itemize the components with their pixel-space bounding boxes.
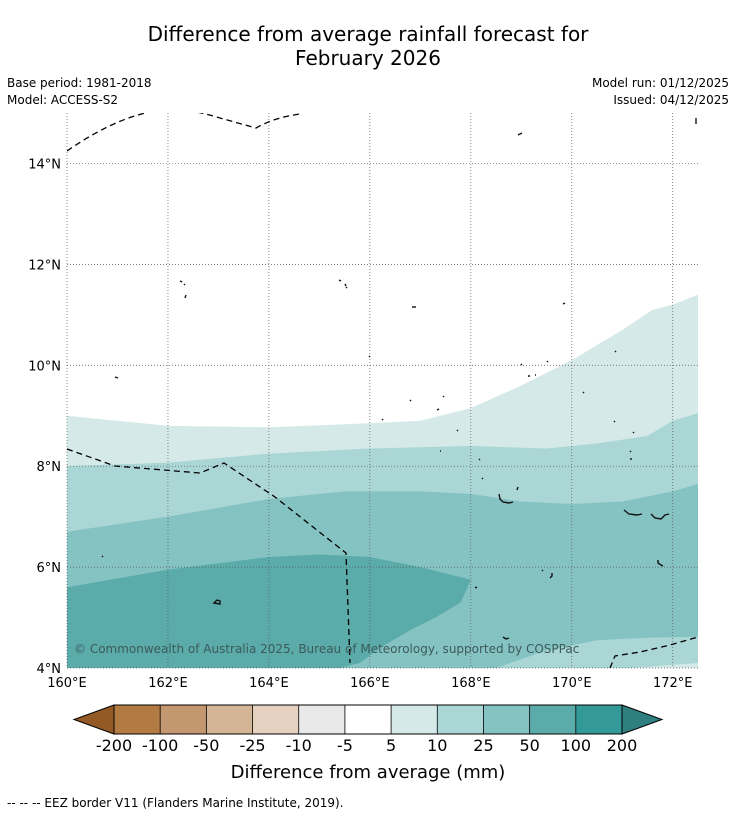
latitude-label: 6°N <box>37 561 62 576</box>
colorbar-arrow-high <box>621 704 664 735</box>
colorbar-segment <box>252 705 299 734</box>
base-period: Base period: 1981-2018 <box>7 76 152 90</box>
longitude-label: 170°E <box>552 676 592 691</box>
colorbar-segment <box>575 705 622 734</box>
rainfall-contours <box>67 294 698 668</box>
island-marker <box>179 280 187 299</box>
island-marker <box>381 395 459 452</box>
island-marker <box>478 458 519 491</box>
contour-band <box>632 662 698 668</box>
longitude-labels: 160°E 162°E 164°E 166°E 168°E 170°E 172°E <box>47 676 692 691</box>
issued-date: Issued: 04/12/2025 <box>613 93 729 107</box>
colorbar-tick-label: 25 <box>473 736 493 755</box>
island-marker <box>212 599 221 605</box>
colorbar-segment <box>206 705 253 734</box>
island-marker <box>582 350 635 460</box>
colorbar-segment <box>529 705 576 734</box>
model-run: Model run: 01/12/2025 <box>591 76 729 90</box>
title-line-2: February 2026 <box>295 46 441 70</box>
latitude-label: 10°N <box>28 359 61 374</box>
island-marker <box>520 360 549 377</box>
colorbar-title: Difference from average (mm) <box>231 762 506 783</box>
latitude-label: 14°N <box>28 157 61 172</box>
longitude-label: 172°E <box>653 676 693 691</box>
graticule <box>66 113 698 669</box>
latitude-label: 4°N <box>37 662 62 677</box>
island-marker <box>541 569 553 579</box>
island-marker <box>650 513 670 520</box>
eez-border-north-west <box>67 113 301 152</box>
colorbar-tick-label: -50 <box>193 736 219 755</box>
colorbar-segment <box>344 705 392 734</box>
island-marker <box>502 636 510 640</box>
longitude-label: 168°E <box>451 676 491 691</box>
colorbar-arrow-low <box>72 704 115 735</box>
colorbar <box>72 704 664 735</box>
colorbar-tick-label: 50 <box>519 736 539 755</box>
colorbar-tick-label: 10 <box>427 736 447 755</box>
longitude-label: 164°E <box>249 676 289 691</box>
colorbar-tick-label: -5 <box>337 736 353 755</box>
island-marker <box>474 586 478 589</box>
longitude-label: 166°E <box>350 676 390 691</box>
map-title: Difference from average rainfall forecas… <box>0 22 736 70</box>
longitude-label: 160°E <box>47 676 87 691</box>
longitude-label: 162°E <box>148 676 188 691</box>
copyright-notice: © Commonwealth of Australia 2025, Bureau… <box>74 642 579 656</box>
island-marker <box>517 132 523 136</box>
colorbar-segment <box>114 705 161 734</box>
islands <box>101 132 670 640</box>
latitude-label: 8°N <box>37 460 62 475</box>
eez-legend: -- -- -- EEZ border V11 (Flanders Marine… <box>7 796 344 810</box>
island-marker <box>498 493 514 504</box>
latitude-labels: 4°N 6°N 8°N 10°N 12°N 14°N <box>28 157 61 677</box>
island-marker <box>338 279 348 289</box>
colorbar-segment <box>391 705 438 734</box>
model-name: Model: ACCESS-S2 <box>7 93 119 107</box>
colorbar-tick-label: -10 <box>286 736 312 755</box>
colorbar-tick-label: 5 <box>386 736 396 755</box>
colorbar-segment <box>298 705 345 734</box>
colorbar-segment <box>437 705 484 734</box>
meta-left: Base period: 1981-2018 Model: ACCESS-S2 <box>7 75 152 109</box>
eez-borders <box>67 113 698 668</box>
colorbar-tick-label: -200 <box>96 736 132 755</box>
island-marker <box>114 376 119 379</box>
colorbar-frame <box>113 704 623 735</box>
colorbar-segment <box>160 705 207 734</box>
island-marker <box>101 555 104 558</box>
title-line-1: Difference from average rainfall forecas… <box>147 22 589 46</box>
island-marker <box>657 560 664 567</box>
island-marker <box>368 355 371 358</box>
latitude-label: 12°N <box>28 258 61 273</box>
colorbar-tick-label: 100 <box>561 736 592 755</box>
eez-border-mid <box>67 448 351 664</box>
colorbar-tick-label: -100 <box>142 736 178 755</box>
island-marker <box>562 302 566 305</box>
contour-band <box>496 636 698 668</box>
colorbar-tick-labels: -200 -100 -50 -25 -10 -5 5 10 25 50 100 200 <box>96 736 637 755</box>
colorbar-segment <box>483 705 530 734</box>
meta-right: Model run: 01/12/2025 Issued: 04/12/2025 <box>592 75 729 109</box>
colorbar-tick-label: 200 <box>607 736 638 755</box>
colorbar-tick-label: -25 <box>239 736 265 755</box>
island-marker <box>623 509 643 516</box>
